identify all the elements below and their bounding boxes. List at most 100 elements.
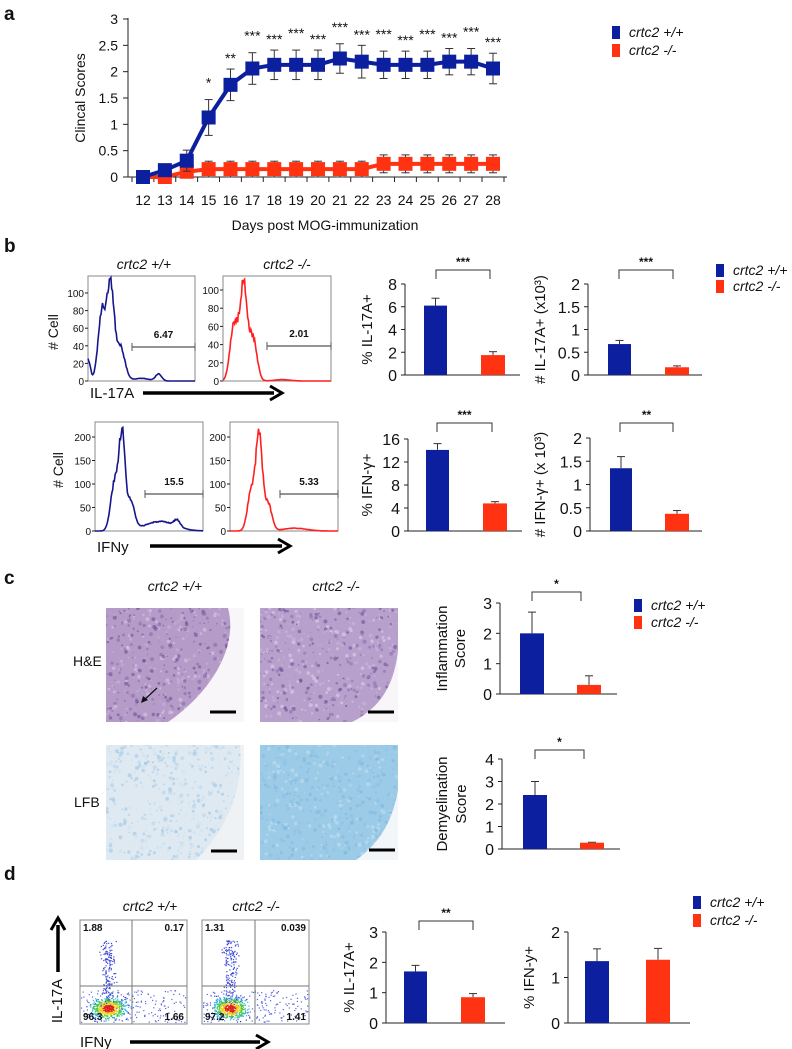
event-dot: [132, 1007, 135, 1009]
event-dot: [103, 1020, 105, 1022]
data-point: [398, 57, 413, 72]
event-dot: [102, 1007, 104, 1010]
tissue-speckle: [204, 643, 206, 645]
tissue-speckle: [129, 707, 132, 711]
y-tick-label: 2.5: [99, 37, 119, 53]
event-dot: [115, 1004, 117, 1006]
tissue-speckle: [348, 784, 352, 788]
tissue-speckle: [199, 828, 204, 833]
event-dot: [225, 1000, 227, 1002]
event-dot: [231, 1014, 233, 1016]
tissue-speckle: [378, 659, 382, 664]
x-axis-label: Days post MOG-immunization: [232, 217, 419, 233]
tissue-speckle: [341, 632, 346, 637]
tissue-speckle: [188, 691, 191, 695]
event-dot: [103, 1009, 105, 1011]
tissue-speckle: [336, 770, 339, 772]
tissue-speckle: [191, 609, 195, 613]
tissue-speckle: [137, 668, 142, 673]
event-dot: [123, 995, 125, 998]
event-dot: [235, 953, 238, 956]
tissue-speckle: [107, 815, 110, 818]
tissue-speckle: [298, 825, 301, 829]
tissue-speckle: [204, 766, 207, 769]
tissue-speckle: [135, 699, 139, 704]
tissue-speckle: [394, 763, 397, 767]
tissue-speckle: [180, 648, 183, 651]
tissue-speckle: [310, 631, 312, 633]
tissue-speckle: [352, 688, 356, 692]
event-dot: [94, 1003, 97, 1005]
event-dot: [306, 990, 308, 992]
tissue-speckle: [327, 679, 330, 682]
event-dot: [229, 953, 232, 956]
tissue-speckle: [342, 766, 344, 768]
event-dot: [237, 1007, 240, 1009]
event-dot: [227, 949, 229, 951]
event-dot: [109, 955, 111, 957]
tissue-speckle: [260, 756, 262, 758]
tissue-speckle: [279, 837, 283, 841]
event-dot: [237, 1019, 239, 1021]
event-dot: [103, 1016, 105, 1018]
tissue-speckle: [206, 816, 209, 819]
tissue-speckle: [218, 608, 222, 611]
tissue-speckle: [146, 609, 148, 611]
tissue-speckle: [218, 788, 220, 790]
event-dot: [101, 1012, 104, 1014]
event-dot: [103, 1009, 105, 1011]
event-dot: [236, 1003, 238, 1006]
tissue-speckle: [295, 676, 297, 678]
event-dot: [107, 1014, 109, 1016]
event-dot: [234, 951, 236, 953]
event-dot: [229, 1012, 231, 1014]
event-dot: [120, 999, 123, 1001]
tissue-speckle: [378, 647, 380, 649]
event-dot: [121, 1003, 123, 1005]
tissue-speckle: [277, 835, 278, 836]
event-dot: [108, 983, 110, 985]
tissue-speckle: [261, 690, 265, 695]
tissue-speckle: [260, 699, 263, 703]
tissue-speckle: [148, 763, 151, 766]
event-dot: [96, 998, 98, 1001]
tissue-speckle: [309, 683, 313, 687]
data-point: [201, 110, 216, 125]
tissue-speckle: [352, 652, 357, 657]
tissue-speckle: [286, 834, 290, 839]
event-dot: [227, 1008, 229, 1010]
tissue-speckle: [156, 768, 160, 771]
event-dot: [233, 1006, 235, 1008]
event-dot: [92, 999, 94, 1001]
tissue-speckle: [260, 628, 263, 632]
event-dot: [118, 1008, 120, 1011]
tissue-speckle: [278, 766, 281, 769]
event-dot: [233, 1018, 235, 1021]
event-dot: [296, 997, 299, 999]
tissue-speckle: [121, 783, 124, 787]
tissue-speckle: [192, 817, 196, 821]
tissue-speckle: [144, 771, 147, 774]
tissue-speckle: [106, 787, 110, 791]
event-dot: [118, 1006, 120, 1008]
significance-marker: ***: [244, 28, 261, 44]
event-dot: [289, 1017, 291, 1019]
tissue-speckle: [119, 716, 123, 721]
event-dot: [105, 960, 107, 962]
event-dot: [97, 990, 99, 992]
tissue-speckle: [271, 810, 272, 812]
event-dot: [304, 1012, 306, 1015]
tissue-speckle: [394, 610, 398, 614]
event-dot: [203, 1013, 205, 1015]
tissue-speckle: [291, 706, 296, 711]
tissue-speckle: [358, 636, 363, 640]
tissue-speckle: [314, 703, 319, 707]
tissue-speckle: [360, 673, 362, 675]
tissue-speckle: [190, 819, 193, 822]
tissue-speckle: [107, 707, 109, 710]
tissue-speckle: [170, 608, 172, 610]
event-dot: [117, 1004, 119, 1006]
event-dot: [105, 965, 107, 967]
event-dot: [172, 1018, 174, 1020]
tissue-speckle: [297, 640, 300, 643]
